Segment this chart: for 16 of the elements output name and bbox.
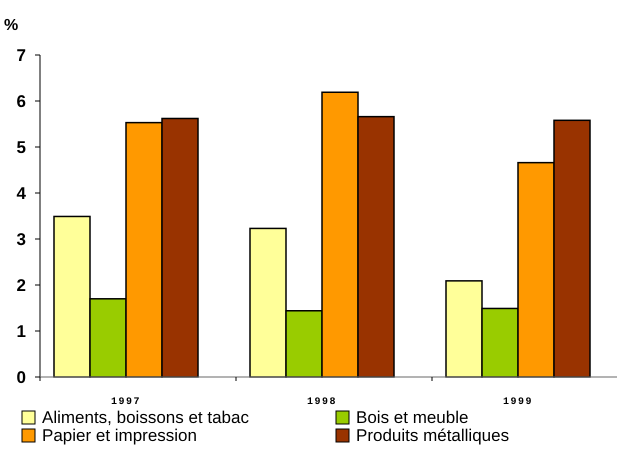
- x-tick-label: 1997: [110, 397, 142, 408]
- x-tick-label: 1999: [502, 397, 534, 408]
- y-tick-label: 4: [16, 184, 27, 203]
- y-tick-label: 0: [16, 368, 26, 387]
- x-tick-label: 1998: [306, 397, 338, 408]
- y-tick-label: 2: [16, 276, 26, 295]
- y-tick-label: 1: [16, 322, 26, 341]
- legend-label: Bois et meuble: [356, 408, 468, 427]
- y-tick-label: 6: [16, 92, 26, 111]
- y-tick-label: 5: [16, 138, 26, 157]
- y-tick-label: 3: [16, 230, 26, 249]
- y-tick-label: 7: [16, 46, 26, 65]
- legend-label: Produits métalliques: [356, 426, 510, 445]
- legend-label: Papier et impression: [42, 426, 197, 445]
- legend-label: Aliments, boissons et tabac: [42, 408, 250, 427]
- y-axis-title: %: [4, 17, 18, 34]
